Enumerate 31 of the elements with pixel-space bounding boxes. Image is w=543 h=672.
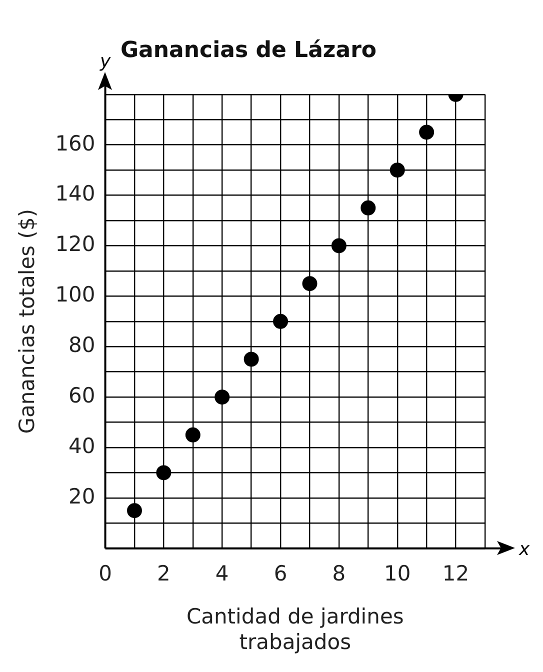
- y-tick-label: 140: [55, 182, 96, 206]
- point: [273, 314, 288, 329]
- y-tick-label: 120: [55, 232, 96, 256]
- y-tick-label: 160: [55, 131, 96, 156]
- x-axis-title: Cantidad de jardines trabajados: [186, 604, 404, 654]
- point: [419, 124, 434, 140]
- x-tick-label: 6: [274, 561, 288, 586]
- x-tick-label: 2: [157, 561, 170, 586]
- x-tick-label: 12: [442, 561, 470, 586]
- x-tick-label: 4: [215, 561, 229, 586]
- text: x: [518, 539, 530, 560]
- y-tick-label: 80: [68, 333, 96, 358]
- y-tick-label: 40: [68, 434, 96, 458]
- point: [331, 238, 346, 254]
- point: [214, 390, 230, 405]
- y-tick-label: 20: [68, 484, 96, 508]
- x-tick-label: 10: [384, 561, 411, 586]
- point: [360, 200, 376, 216]
- point: [126, 503, 142, 518]
- x-tick-label: 0: [98, 561, 112, 586]
- point: [185, 427, 200, 442]
- x-tick-label: 8: [332, 561, 346, 586]
- text: y: [98, 51, 111, 72]
- point: [390, 162, 405, 178]
- point: [244, 352, 259, 367]
- point: [156, 465, 172, 480]
- y-tick-label: 100: [55, 282, 96, 307]
- point: [302, 276, 318, 292]
- y-axis-title: Ganancias totales ($): [15, 209, 40, 434]
- chart-title: Ganancias de Lázaro: [120, 38, 377, 63]
- y-tick-label: 60: [68, 384, 96, 408]
